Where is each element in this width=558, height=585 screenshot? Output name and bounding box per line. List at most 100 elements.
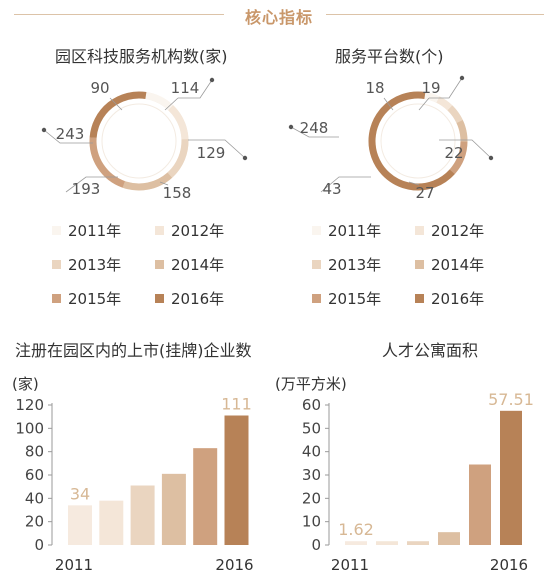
donut-segment-2014 xyxy=(122,172,173,191)
y-tick-label: 80 xyxy=(25,443,44,461)
leader-line xyxy=(290,126,339,138)
legend-swatch xyxy=(155,260,164,269)
bar-chart-listed: 0 20 40 60 80 100 120 34 111 2011 2016 xyxy=(15,395,253,575)
legend-swatch xyxy=(312,294,321,303)
donut-value-label-2013: 22 xyxy=(444,144,463,162)
bar-chart-apartment: 0 10 20 30 40 50 60 1.62 57.51 2011 2016 xyxy=(302,390,534,574)
legend-label: 2012年 xyxy=(171,222,225,240)
legend-item-2013年: 2013年 xyxy=(312,254,381,275)
legend-swatch xyxy=(52,294,61,303)
legend-item-2014年: 2014年 xyxy=(155,254,224,275)
bar-2013 xyxy=(407,541,429,545)
donut-value-label-2014: 27 xyxy=(415,184,434,202)
leader-dot xyxy=(209,77,215,83)
legend-label: 2013年 xyxy=(328,256,382,274)
legend-item-2011年: 2011年 xyxy=(312,220,381,241)
legend-swatch xyxy=(155,226,164,235)
legend-swatch xyxy=(415,294,424,303)
legend-swatch xyxy=(52,260,61,269)
leader-line xyxy=(408,181,420,186)
leader-line xyxy=(439,139,492,159)
donut-value-label-2015: 43 xyxy=(322,180,341,198)
leader-dot xyxy=(459,75,465,81)
leader-line xyxy=(383,97,394,111)
donut-segment-2013 xyxy=(447,105,463,124)
leader-dot xyxy=(242,155,248,161)
leader-line xyxy=(320,176,371,193)
legend-item-2016年: 2016年 xyxy=(155,288,224,309)
bar-value-label-2016: 57.51 xyxy=(488,390,534,409)
donut-segment-2013 xyxy=(167,139,189,178)
bar-2014 xyxy=(161,473,186,545)
header-line-left xyxy=(14,14,224,15)
donut-segment-2016 xyxy=(89,91,147,139)
y-tick-label: 60 xyxy=(302,396,321,414)
donut-value-label-2016: 248 xyxy=(300,119,329,137)
bar-value-label-2016: 111 xyxy=(221,395,252,414)
donut-chart-institutions: 90 114 129 158 193 243 xyxy=(41,77,248,202)
leader-line xyxy=(418,77,463,111)
bar-value-label-2011: 34 xyxy=(70,484,90,503)
donut-value-label-2011: 18 xyxy=(365,79,384,97)
legend-item-2016年: 2016年 xyxy=(415,288,484,309)
leader-line xyxy=(65,176,118,193)
y-tick-label: 40 xyxy=(25,489,44,507)
legend-label: 2016年 xyxy=(171,290,225,308)
legend-label: 2013年 xyxy=(68,256,122,274)
legend-label: 2014年 xyxy=(171,256,225,274)
y-tick-label: 60 xyxy=(25,466,44,484)
donut-inner-ring xyxy=(380,103,456,179)
x-tick-label-first: 2011 xyxy=(331,556,369,574)
bar-2012 xyxy=(99,500,124,545)
y-tick-label: 30 xyxy=(302,466,321,484)
donut-segment-2011 xyxy=(145,92,174,111)
legend-swatch xyxy=(312,226,321,235)
legend-item-2015年: 2015年 xyxy=(312,288,381,309)
leader-line xyxy=(164,79,213,111)
donut-value-label-2016: 243 xyxy=(56,125,85,143)
bar-title-apartment: 人才公寓面积 xyxy=(382,341,479,360)
bar-unit-apartment: (万平方米) xyxy=(275,375,347,393)
bar-2011 xyxy=(68,505,92,545)
x-tick-label-first: 2011 xyxy=(55,556,93,574)
bar-value-label-2011: 1.62 xyxy=(338,520,374,539)
legend-item-2015年: 2015年 xyxy=(52,288,121,309)
legend-swatch xyxy=(155,294,164,303)
donut-value-label-2015: 193 xyxy=(72,180,101,198)
legend-label: 2011年 xyxy=(68,222,122,240)
bar-2016 xyxy=(500,410,522,545)
donut-segment-2011 xyxy=(424,92,440,103)
y-tick-label: 0 xyxy=(34,536,44,554)
donut-chart-platforms: 18 19 22 27 43 248 xyxy=(288,75,494,202)
y-tick-label: 0 xyxy=(311,536,321,554)
donut-value-label-2012: 19 xyxy=(421,79,440,97)
donut-segment-2012 xyxy=(168,105,189,140)
bar-2011 xyxy=(345,541,367,545)
bar-2014 xyxy=(438,532,460,545)
x-tick-label-last: 2016 xyxy=(215,556,253,574)
leader-dot xyxy=(288,124,294,130)
y-tick-label: 10 xyxy=(302,513,321,531)
legend-item-2011年: 2011年 xyxy=(52,220,121,241)
legend-swatch xyxy=(312,260,321,269)
leader-line xyxy=(109,97,123,111)
leader-line xyxy=(188,139,246,159)
legend-label: 2012年 xyxy=(431,222,485,240)
legend-swatch xyxy=(415,260,424,269)
donut-segment-2015 xyxy=(449,141,468,174)
leader-line xyxy=(159,181,169,186)
donut-value-label-2011: 90 xyxy=(90,79,109,97)
donut-value-label-2013: 129 xyxy=(197,144,226,162)
y-tick-label: 20 xyxy=(302,489,321,507)
donut-value-label-2014: 158 xyxy=(163,184,192,202)
legend-label: 2015年 xyxy=(68,290,122,308)
donut-inner-ring xyxy=(101,103,177,179)
y-tick-label: 40 xyxy=(302,443,321,461)
legend-item-2012年: 2012年 xyxy=(415,220,484,241)
donut-segment-2016 xyxy=(368,91,455,191)
bar-title-listed: 注册在园区内的上市(挂牌)企业数 xyxy=(15,341,252,360)
section-title: 核心指标 xyxy=(244,8,313,27)
leader-dot xyxy=(41,127,47,133)
donut-segment-2015 xyxy=(89,137,126,188)
legend-item-2014年: 2014年 xyxy=(415,254,484,275)
